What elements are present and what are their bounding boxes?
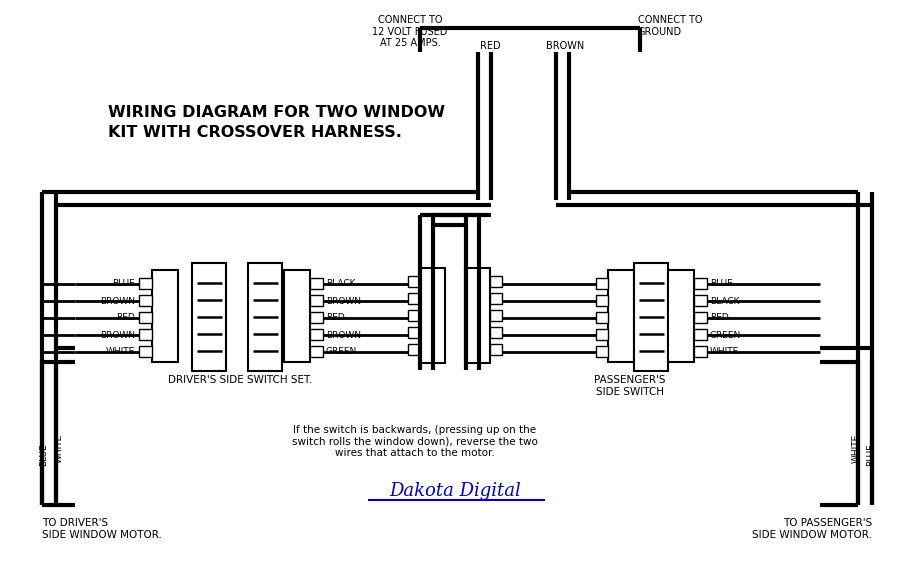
Bar xyxy=(634,263,668,371)
Text: BLUE: BLUE xyxy=(39,443,48,467)
Bar xyxy=(248,263,282,371)
Bar xyxy=(596,312,608,323)
Bar xyxy=(310,295,323,306)
Text: BROWN: BROWN xyxy=(100,297,135,306)
Text: RED: RED xyxy=(326,314,345,323)
Text: Dakota Digital: Dakota Digital xyxy=(389,482,521,500)
Text: GREEN: GREEN xyxy=(326,348,357,357)
Bar xyxy=(310,346,323,357)
Text: RED: RED xyxy=(116,314,135,323)
Bar xyxy=(139,278,152,289)
Bar xyxy=(608,270,634,362)
Text: CONNECT TO
GROUND: CONNECT TO GROUND xyxy=(638,15,703,37)
Text: BLACK: BLACK xyxy=(710,297,739,306)
Text: WHITE: WHITE xyxy=(852,433,860,463)
Text: BROWN: BROWN xyxy=(326,297,361,306)
Bar xyxy=(465,268,490,363)
Text: WHITE: WHITE xyxy=(55,433,63,463)
Bar xyxy=(310,278,323,289)
Bar xyxy=(139,312,152,323)
Text: BLUE: BLUE xyxy=(867,443,876,467)
Bar xyxy=(668,270,694,362)
Bar xyxy=(408,310,420,321)
Bar xyxy=(139,295,152,306)
Bar xyxy=(694,295,707,306)
Bar xyxy=(310,329,323,340)
Bar xyxy=(490,276,502,287)
Bar xyxy=(284,270,310,362)
Text: BLACK: BLACK xyxy=(326,280,356,289)
Text: RED: RED xyxy=(710,314,728,323)
Bar xyxy=(694,346,707,357)
Bar xyxy=(420,268,445,363)
Bar xyxy=(139,329,152,340)
Bar xyxy=(408,293,420,304)
Text: BROWN: BROWN xyxy=(326,331,361,340)
Text: TO DRIVER'S
SIDE WINDOW MOTOR.: TO DRIVER'S SIDE WINDOW MOTOR. xyxy=(42,518,162,540)
Text: GREEN: GREEN xyxy=(710,331,741,340)
Text: BLUE: BLUE xyxy=(710,280,733,289)
Bar xyxy=(596,278,608,289)
Text: WIRING DIAGRAM FOR TWO WINDOW
KIT WITH CROSSOVER HARNESS.: WIRING DIAGRAM FOR TWO WINDOW KIT WITH C… xyxy=(108,105,445,140)
Bar xyxy=(139,346,152,357)
Bar xyxy=(596,329,608,340)
Bar xyxy=(490,310,502,321)
Bar xyxy=(408,276,420,287)
Bar xyxy=(408,344,420,355)
Bar xyxy=(152,270,178,362)
Text: RED: RED xyxy=(479,41,501,51)
Bar xyxy=(490,293,502,304)
Bar xyxy=(310,312,323,323)
Bar xyxy=(694,312,707,323)
Bar xyxy=(596,295,608,306)
Bar xyxy=(192,263,226,371)
Text: WHITE: WHITE xyxy=(106,348,135,357)
Bar xyxy=(694,329,707,340)
Text: PASSENGER'S
SIDE SWITCH: PASSENGER'S SIDE SWITCH xyxy=(594,375,666,396)
Text: BROWN: BROWN xyxy=(546,41,584,51)
Text: WHITE: WHITE xyxy=(710,348,739,357)
Text: CONNECT TO
12 VOLT FUSED
AT 25 AMPS.: CONNECT TO 12 VOLT FUSED AT 25 AMPS. xyxy=(372,15,447,48)
Text: DRIVER'S SIDE SWITCH SET.: DRIVER'S SIDE SWITCH SET. xyxy=(167,375,312,385)
Text: TO PASSENGER'S
SIDE WINDOW MOTOR.: TO PASSENGER'S SIDE WINDOW MOTOR. xyxy=(752,518,872,540)
Text: If the switch is backwards, (pressing up on the
switch rolls the window down), r: If the switch is backwards, (pressing up… xyxy=(292,425,538,458)
Bar xyxy=(490,344,502,355)
Bar xyxy=(408,327,420,338)
Text: BLUE: BLUE xyxy=(113,280,135,289)
Bar xyxy=(596,346,608,357)
Bar xyxy=(694,278,707,289)
Text: BROWN: BROWN xyxy=(100,331,135,340)
Bar xyxy=(490,327,502,338)
